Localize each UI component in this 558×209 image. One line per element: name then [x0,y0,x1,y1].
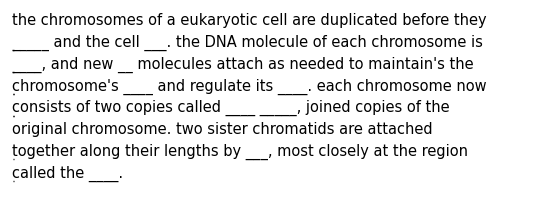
Text: chromosome's ____ and regulate its ____. each chromosome now: chromosome's ____ and regulate its ____.… [12,78,487,95]
Text: called the ____.: called the ____. [12,166,123,182]
Text: consists of two copies called ____ _____, joined copies of the: consists of two copies called ____ _____… [12,100,450,116]
Text: ____, and new __ molecules attach as needed to maintain's the: ____, and new __ molecules attach as nee… [12,57,474,73]
Text: _____ and the cell ___. the DNA molecule of each chromosome is: _____ and the cell ___. the DNA molecule… [12,35,483,51]
Text: original chromosome. two sister chromatids are attached: original chromosome. two sister chromati… [12,122,432,137]
Text: together along their lengths by ___, most closely at the region: together along their lengths by ___, mos… [12,144,468,160]
Text: the chromosomes of a eukaryotic cell are duplicated before they: the chromosomes of a eukaryotic cell are… [12,13,487,28]
